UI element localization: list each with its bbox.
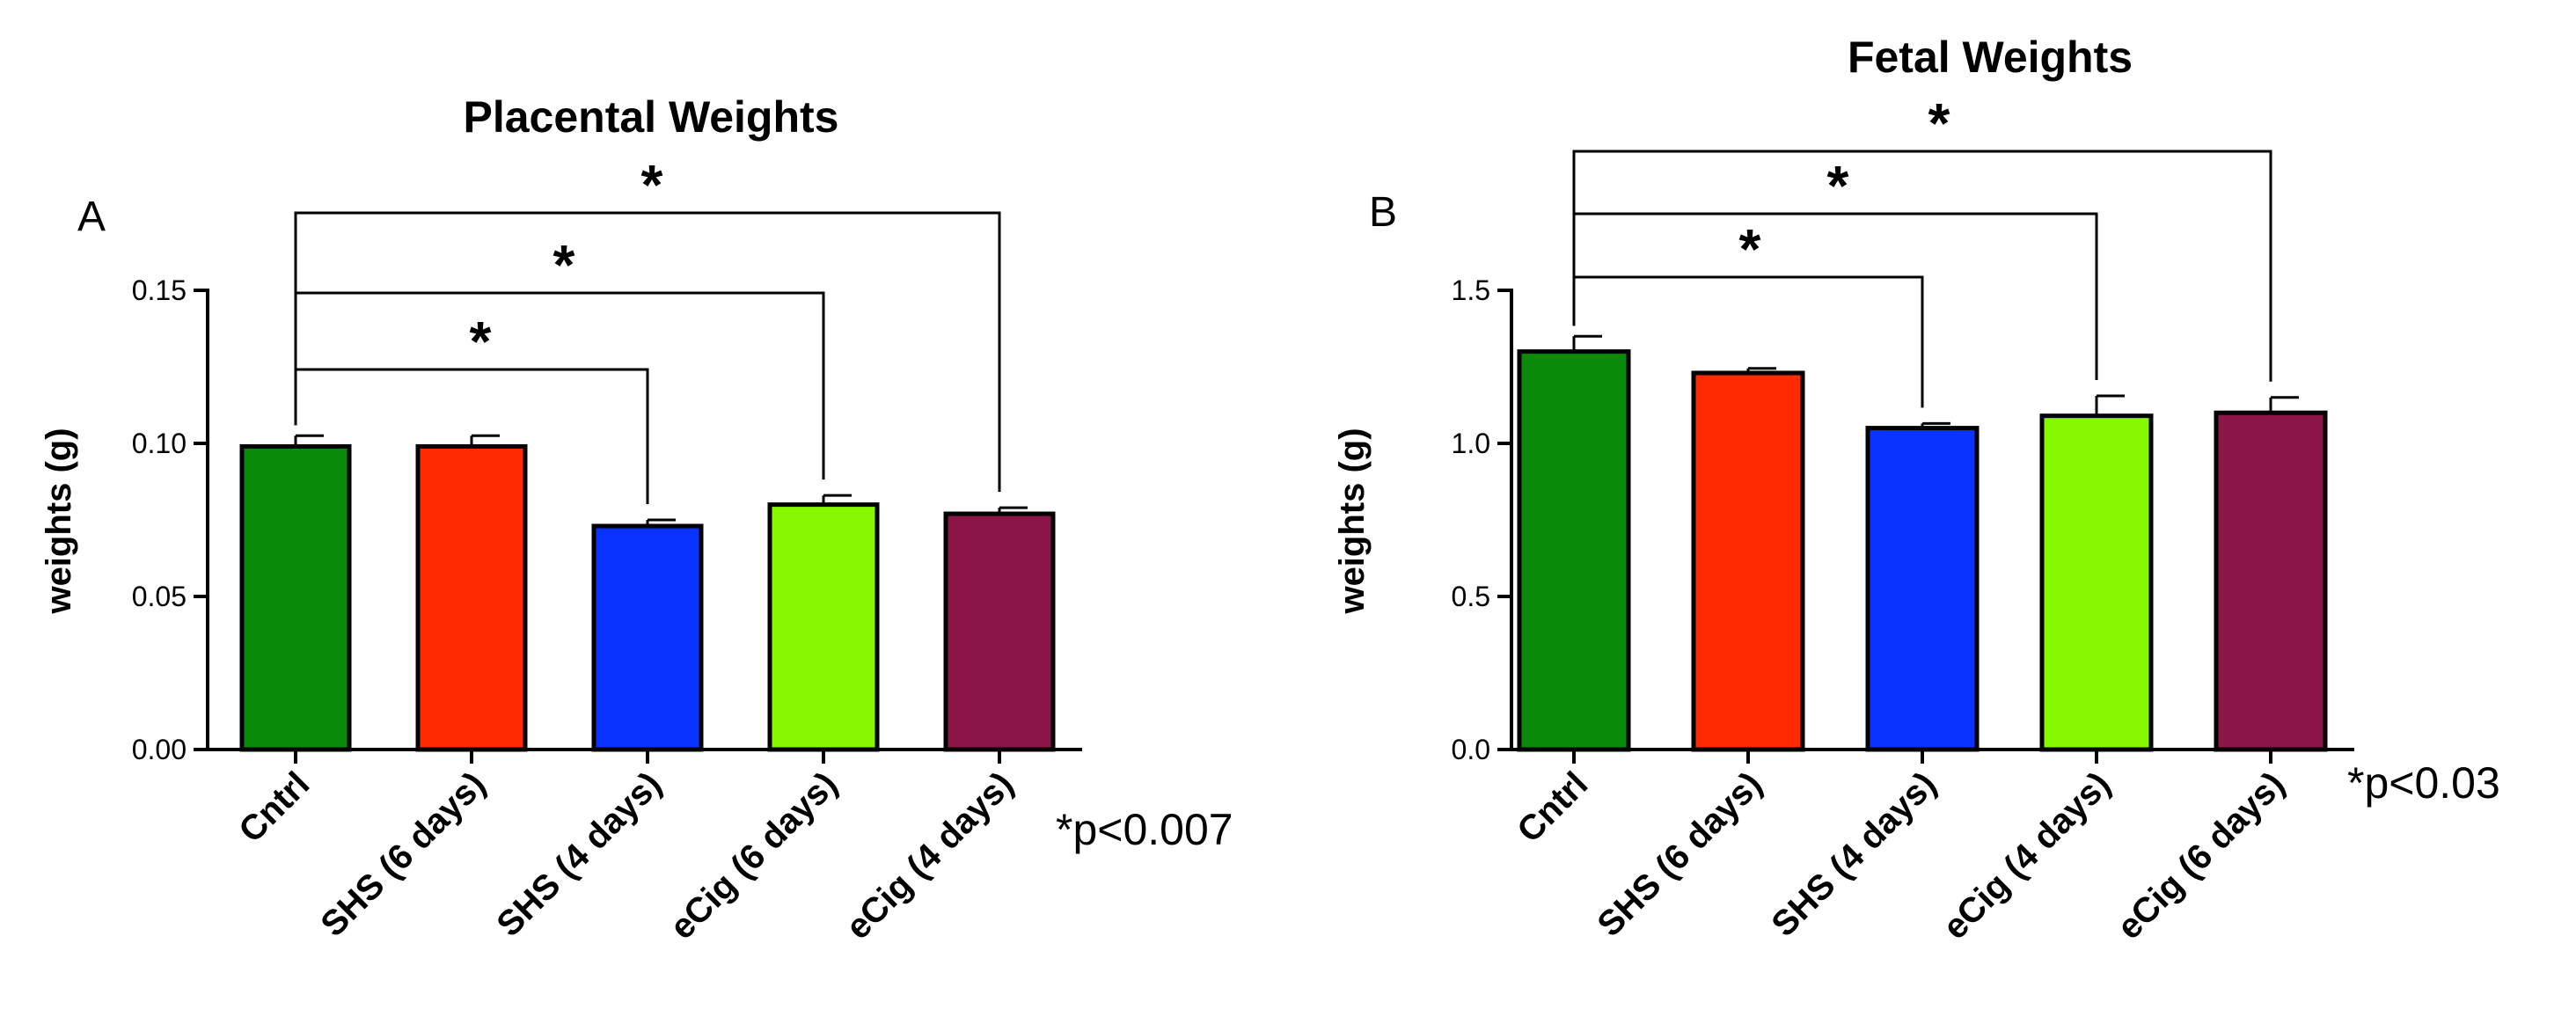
significance-star: * — [470, 310, 492, 373]
x-tick-label: SHS (6 days) — [313, 764, 493, 944]
x-tick-label: eCig (6 days) — [662, 764, 845, 947]
significance-star: * — [641, 153, 663, 216]
x-tick-label: SHS (4 days) — [489, 764, 669, 944]
p-value-note: *p<0.03 — [2347, 758, 2500, 808]
bar-shs-4-days — [591, 523, 704, 752]
x-tick-label: SHS (4 days) — [1764, 764, 1943, 944]
y-tick-label: 0.00 — [132, 734, 187, 765]
y-axis-label: weights (g) — [1333, 428, 1372, 614]
p-value-note: *p<0.007 — [1056, 805, 1233, 854]
y-tick-label: 0.05 — [132, 581, 187, 612]
x-tick-label: Cntrl — [231, 764, 317, 850]
bar-shs-6-days — [1691, 370, 1805, 752]
significance-star: * — [1928, 91, 1950, 155]
bar-ecig-6-days — [767, 502, 880, 752]
x-tick-label: Cntrl — [1510, 764, 1595, 850]
chart-title: Fetal Weights — [1848, 33, 2133, 82]
y-tick-label: 0.10 — [132, 428, 187, 459]
y-axis-label: weights (g) — [40, 428, 78, 614]
chart-title: Placental Weights — [464, 92, 839, 142]
panel-label: B — [1369, 189, 1397, 236]
bar-ecig-4-days — [2039, 413, 2154, 752]
bar-cntrl — [239, 443, 352, 752]
y-tick-label: 0.0 — [1452, 734, 1490, 765]
significance-bracket — [1572, 150, 2272, 382]
significance-star: * — [1827, 154, 1849, 217]
bar-ecig-4-days — [943, 511, 1056, 752]
bar-shs-4-days — [1865, 426, 1980, 752]
y-tick-label: 0.5 — [1452, 581, 1490, 612]
panel-label: A — [77, 194, 106, 240]
significance-bracket — [294, 291, 825, 480]
x-tick-label: eCig (4 days) — [838, 764, 1021, 947]
significance-bracket — [294, 211, 1001, 493]
significance-bracket — [1572, 212, 2098, 381]
bar-ecig-6-days — [2214, 410, 2328, 752]
x-tick-label: SHS (6 days) — [1590, 764, 1769, 944]
y-tick-label: 0.15 — [132, 274, 187, 306]
bar-cntrl — [1517, 349, 1631, 752]
x-tick-label: eCig (4 days) — [1936, 764, 2118, 947]
significance-star: * — [553, 233, 575, 296]
bar-shs-6-days — [415, 443, 528, 752]
y-tick-label: 1.0 — [1452, 428, 1490, 459]
y-tick-label: 1.5 — [1452, 274, 1490, 306]
x-tick-label: eCig (6 days) — [2110, 764, 2292, 947]
significance-star: * — [1739, 217, 1761, 281]
